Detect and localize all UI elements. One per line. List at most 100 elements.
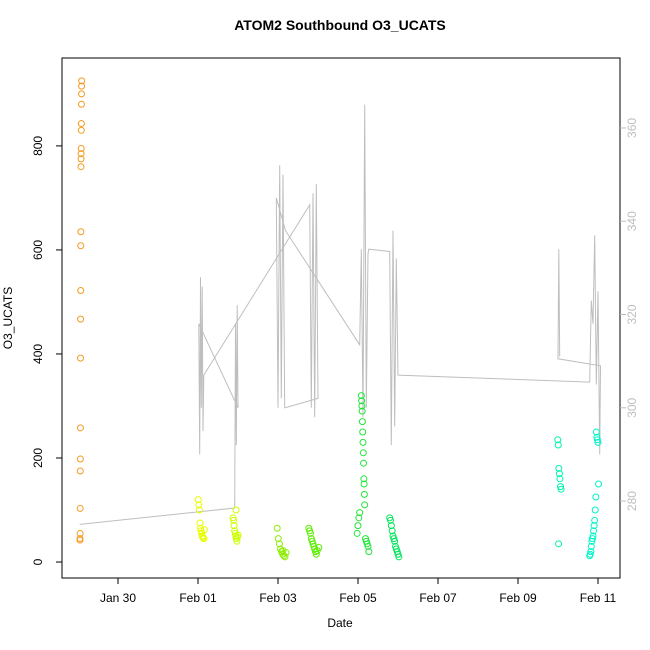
point [77, 150, 85, 158]
point [590, 522, 598, 530]
point [359, 438, 367, 446]
point [359, 428, 367, 436]
y-tick-label: 400 [31, 344, 45, 364]
point [275, 540, 283, 548]
point [231, 527, 239, 535]
data-line [79, 104, 602, 525]
y2-tick-label: 320 [625, 304, 639, 324]
point [360, 459, 368, 467]
x-tick-label: Feb 11 [580, 591, 617, 605]
point [356, 509, 364, 517]
y2-tick-label: 360 [625, 118, 639, 138]
point [353, 529, 361, 537]
point [588, 535, 596, 543]
point [555, 464, 563, 472]
point [232, 506, 240, 514]
point [307, 529, 314, 537]
point [200, 526, 208, 534]
point [360, 475, 368, 483]
point [281, 553, 289, 561]
point [556, 475, 564, 483]
point [77, 315, 85, 323]
point [197, 524, 204, 532]
point [76, 504, 84, 512]
x-axis-label: Date [327, 616, 353, 630]
point [78, 77, 86, 85]
chart-title: ATOM2 Southbound O3_UCATS [234, 17, 446, 33]
point [592, 428, 600, 436]
point [358, 402, 366, 410]
point [77, 228, 85, 236]
point [359, 449, 367, 457]
point [554, 441, 562, 449]
point [555, 540, 563, 548]
x-tick-label: Jan 30 [100, 591, 136, 605]
point [77, 126, 85, 134]
point [360, 480, 368, 488]
x-tick-label: Feb 01 [179, 591, 217, 605]
point [588, 537, 596, 545]
y2-tick-label: 280 [625, 491, 639, 511]
point [361, 501, 369, 509]
point [554, 436, 562, 444]
point [595, 480, 603, 488]
y2-tick-label: 300 [625, 397, 639, 417]
point [358, 407, 366, 415]
y2-tick-label: 340 [625, 211, 639, 231]
point [232, 535, 240, 543]
point [591, 516, 599, 524]
point [273, 524, 281, 532]
point [77, 163, 85, 171]
y-tick-label: 600 [31, 240, 45, 260]
point [196, 519, 204, 527]
point [557, 483, 564, 491]
point [77, 145, 85, 153]
x-tick-label: Feb 09 [499, 591, 537, 605]
point [591, 506, 599, 514]
point [194, 496, 202, 504]
point [77, 100, 85, 108]
point [77, 155, 85, 163]
point [279, 547, 287, 555]
point [78, 90, 86, 98]
point [364, 542, 372, 550]
point [388, 527, 396, 535]
point [230, 522, 238, 530]
point [76, 455, 84, 463]
point [76, 424, 84, 432]
point [315, 543, 323, 551]
point [230, 516, 238, 524]
point [312, 550, 320, 558]
point [357, 392, 365, 400]
plot-frame [61, 57, 621, 579]
point [589, 532, 597, 540]
point [234, 531, 242, 539]
point [76, 529, 84, 537]
point [195, 506, 203, 514]
point [354, 522, 362, 530]
point [77, 120, 85, 128]
point [76, 467, 84, 475]
point [387, 522, 395, 530]
point [77, 354, 85, 362]
point [358, 418, 366, 426]
y-tick-label: 200 [31, 448, 45, 468]
point [197, 527, 205, 535]
point [77, 287, 85, 295]
point [355, 514, 363, 522]
point [593, 436, 601, 444]
x-tick-label: Feb 05 [339, 591, 377, 605]
point [557, 485, 565, 493]
point [200, 535, 208, 543]
point [590, 527, 598, 535]
y-tick-label: 0 [31, 558, 45, 565]
point [358, 397, 366, 405]
point [592, 493, 600, 501]
point [586, 552, 594, 560]
x-tick-label: Feb 07 [419, 591, 457, 605]
point [587, 548, 595, 556]
point [555, 470, 563, 478]
point [274, 535, 282, 543]
point [365, 548, 373, 556]
